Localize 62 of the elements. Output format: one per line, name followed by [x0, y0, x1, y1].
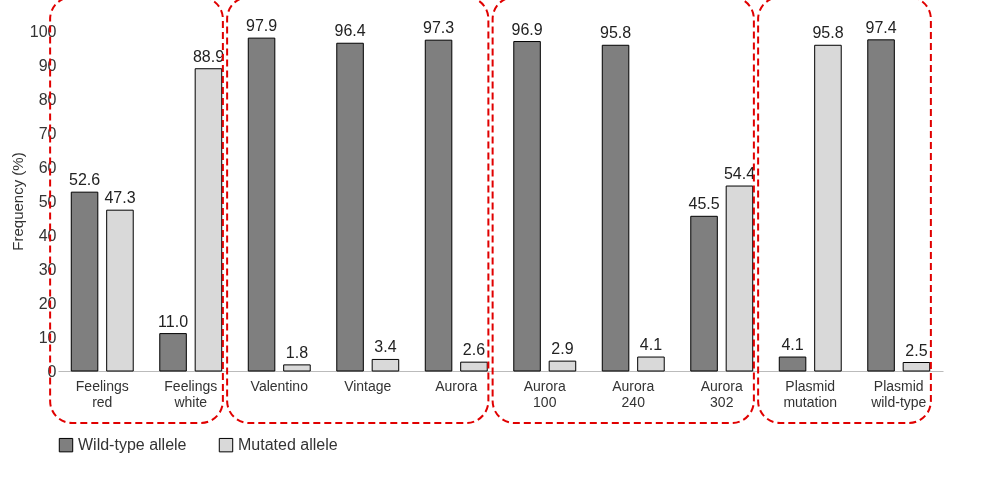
bar: [867, 39, 895, 372]
data-label: 2.9: [551, 340, 574, 358]
x-tick-label: Aurora 240: [612, 377, 655, 410]
y-tick-label: 100: [29, 22, 57, 40]
data-label: 47.3: [104, 189, 136, 207]
bar: [70, 191, 99, 372]
x-tick-label: Aurora 100: [523, 377, 566, 410]
bar: [814, 44, 842, 372]
data-label: 96.9: [511, 20, 543, 38]
bar: [106, 209, 134, 372]
data-label: 4.1: [639, 336, 663, 354]
y-tick-label: 40: [38, 226, 57, 244]
bar: [902, 362, 931, 372]
x-tick-label: Feelings red: [75, 377, 129, 410]
data-label: 45.5: [688, 195, 720, 213]
bar: [601, 44, 630, 372]
x-tick-label: Feelings white: [164, 377, 218, 410]
x-tick-label: Aurora 302: [700, 377, 743, 410]
data-label: 97.3: [422, 19, 455, 37]
x-tick-label: Plasmid wild-type: [870, 377, 927, 410]
data-label: 97.9: [245, 17, 278, 35]
bar: [778, 356, 807, 372]
bar: [159, 333, 187, 372]
y-tick-label: 30: [38, 260, 57, 278]
y-tick-label: 0: [47, 362, 57, 380]
bar: [283, 364, 311, 372]
y-tick-label: 60: [38, 158, 57, 176]
y-tick-label: 80: [38, 90, 57, 108]
bar: [194, 68, 223, 372]
x-tick-label: Aurora: [435, 377, 478, 394]
data-label: 96.4: [334, 22, 366, 40]
bar: [548, 360, 577, 372]
y-tick-label: 10: [38, 328, 57, 346]
data-label: 4.1: [781, 336, 804, 354]
data-label: 11.0: [158, 312, 189, 330]
data-label: 88.9: [192, 47, 225, 65]
bar: [460, 361, 488, 372]
data-label: 52.6: [68, 171, 101, 189]
data-label: 2.6: [462, 341, 486, 359]
bar: [247, 37, 276, 372]
bar: [513, 41, 541, 372]
y-axis-title: Frequency (%): [8, 152, 26, 251]
x-tick-label: Vintage: [344, 377, 392, 394]
bar: [424, 39, 453, 372]
bar: [336, 42, 364, 372]
data-label: 97.4: [865, 18, 897, 36]
data-label: 95.8: [812, 24, 844, 42]
legend-label: Mutated allele: [238, 436, 338, 454]
data-label: 2.5: [905, 341, 928, 359]
data-label: 95.8: [599, 24, 632, 42]
x-tick-label: Plasmid mutation: [783, 377, 838, 410]
y-tick-label: 90: [38, 56, 57, 74]
data-label: 3.4: [374, 338, 397, 356]
y-tick-label: 20: [38, 294, 57, 312]
data-label: 54.4: [723, 165, 756, 183]
x-tick-label: Valentino: [250, 377, 309, 394]
bar: [690, 215, 718, 372]
bar: [725, 185, 754, 372]
data-label: 1.8: [285, 343, 309, 361]
legend-label: Wild-type allele: [78, 436, 187, 454]
bar: [371, 358, 400, 372]
bar: [637, 356, 665, 372]
